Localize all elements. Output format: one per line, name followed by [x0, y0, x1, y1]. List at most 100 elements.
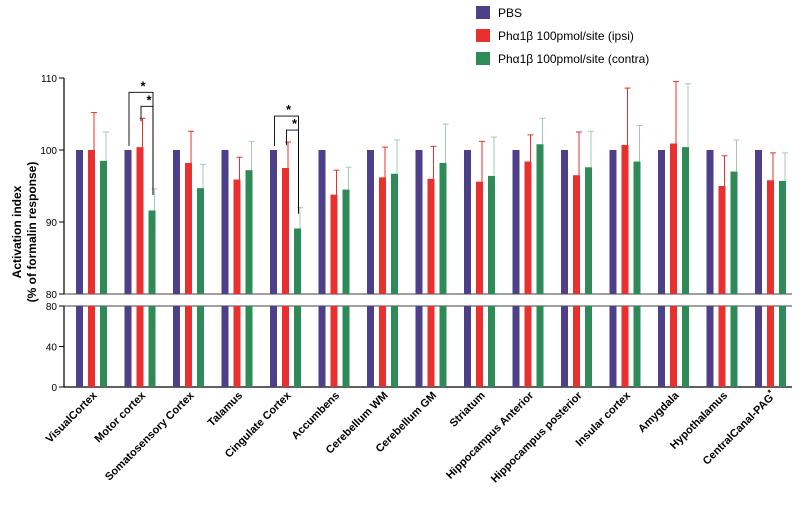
bar-lower-2-7	[439, 306, 447, 387]
bar-lower-0-14	[755, 306, 762, 387]
bar-upper-0-11	[609, 150, 617, 294]
category-label: Hippocampus posterior	[489, 389, 585, 485]
lower-tick-label: 0	[51, 383, 57, 394]
bar-lower-0-0	[76, 306, 83, 387]
bar-lower-1-5	[330, 306, 338, 387]
bar-upper-0-3	[221, 150, 229, 294]
bar-lower-0-7	[415, 306, 423, 387]
bar-lower-2-14	[779, 306, 786, 387]
bar-upper-0-13	[706, 150, 714, 294]
legend: PBS Phα1β 100pmol/site (ipsi) Phα1β 100pmo…	[476, 6, 649, 66]
bar-lower-0-5	[318, 306, 326, 387]
bar-upper-0-6	[367, 150, 374, 294]
bar-lower-1-0	[88, 306, 95, 387]
lower-tick-label: 40	[46, 343, 58, 354]
bar-upper-2-6	[391, 173, 398, 294]
bar-lower-2-13	[730, 306, 738, 387]
bar-lower-2-6	[391, 306, 398, 387]
bar-lower-2-3	[245, 306, 253, 387]
bar-upper-2-2	[197, 188, 204, 294]
bar-lower-1-8	[476, 306, 483, 387]
bar-lower-2-4	[294, 306, 301, 387]
significance-star: *	[286, 102, 292, 117]
bar-upper-0-12	[658, 150, 665, 294]
bar-lower-2-8	[488, 306, 495, 387]
significance-bracket	[140, 105, 154, 195]
bar-upper-1-5	[330, 194, 338, 294]
bar-lower-0-4	[270, 306, 277, 387]
bar-upper-2-8	[488, 175, 495, 294]
bar-lower-2-5	[342, 306, 350, 387]
bar-lower-1-13	[718, 306, 726, 387]
bar-lower-2-12	[682, 306, 689, 387]
legend-label-2: Phα1β 100pmol/site (contra)	[498, 52, 649, 66]
upper-tick-label: 90	[46, 218, 58, 229]
bar-upper-2-10	[585, 167, 592, 294]
bar-lower-0-1	[124, 306, 132, 387]
bar-upper-1-0	[88, 150, 95, 294]
bar-lower-1-1	[136, 306, 144, 387]
bar-upper-1-14	[767, 180, 774, 294]
bar-upper-2-9	[536, 144, 544, 294]
bar-upper-0-1	[124, 150, 132, 294]
significance-star: *	[146, 92, 152, 107]
bar-upper-2-1	[148, 210, 156, 294]
bar-lower-1-6	[379, 306, 386, 387]
legend-label-1: Phα1β 100pmol/site (ipsi)	[498, 29, 634, 43]
upper-tick-label: 100	[40, 146, 57, 157]
bar-upper-0-14	[755, 150, 762, 294]
bar-upper-1-11	[621, 144, 629, 294]
bar-lower-0-10	[561, 306, 568, 387]
bar-lower-2-2	[197, 306, 204, 387]
bar-upper-2-13	[730, 171, 738, 294]
bar-lower-0-13	[706, 306, 714, 387]
bar-lower-0-8	[464, 306, 471, 387]
bar-upper-0-10	[561, 150, 568, 294]
error-bars	[91, 81, 788, 229]
bar-upper-2-3	[245, 170, 253, 294]
bar-lower-1-3	[233, 306, 241, 387]
category-label: Striatum	[448, 389, 488, 429]
bar-upper-0-0	[76, 150, 83, 294]
bar-upper-1-10	[573, 175, 580, 294]
bar-upper-1-1	[136, 147, 144, 294]
bar-upper-2-4	[294, 228, 301, 294]
bar-upper-1-12	[670, 143, 677, 294]
bar-lower-0-12	[658, 306, 665, 387]
y-axis-label-line2: (% of formalin response)	[25, 162, 39, 303]
bar-upper-2-5	[342, 189, 350, 294]
legend-swatch-0	[476, 6, 490, 19]
bar-lower-1-7	[427, 306, 435, 387]
bar-lower-1-11	[621, 306, 629, 387]
category-label: Hippocampus Anterior	[444, 389, 537, 482]
bar-upper-0-8	[464, 150, 471, 294]
legend-swatch-1	[476, 29, 490, 42]
bar-upper-1-7	[427, 178, 435, 294]
lower-tick-label: 80	[46, 302, 58, 313]
bar-upper-2-11	[633, 161, 641, 294]
bar-lower-0-6	[367, 306, 374, 387]
bar-lower-2-0	[100, 306, 107, 387]
bar-lower-2-1	[148, 306, 156, 387]
category-mark: *	[766, 387, 776, 397]
upper-tick-label: 110	[41, 74, 57, 85]
bar-lower-2-11	[633, 306, 641, 387]
significance-brackets: ****	[128, 78, 299, 214]
bar-upper-0-5	[318, 150, 326, 294]
bar-upper-1-2	[185, 162, 192, 294]
upper-tick-label: 80	[46, 290, 58, 301]
bar-upper-0-2	[173, 150, 180, 294]
significance-bracket	[286, 129, 299, 214]
bar-lower-1-4	[282, 306, 289, 387]
bar-lower-2-10	[585, 306, 592, 387]
bar-upper-0-4	[270, 150, 277, 294]
significance-star: *	[292, 116, 298, 131]
bar-lower-0-9	[512, 306, 520, 387]
category-label: Amygdala	[636, 389, 682, 435]
bar-upper-0-7	[415, 150, 423, 294]
significance-star: *	[140, 78, 146, 93]
bar-lower-0-2	[173, 306, 180, 387]
bar-lower-2-9	[536, 306, 544, 387]
